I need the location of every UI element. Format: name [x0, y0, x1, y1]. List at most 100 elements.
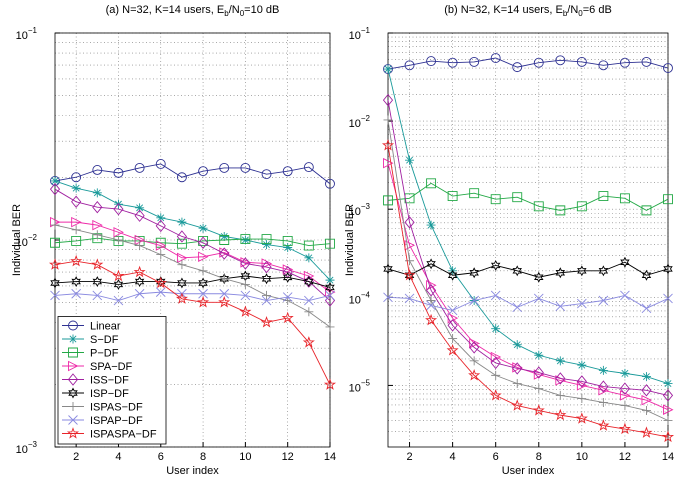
data-point [113, 235, 123, 245]
data-point [282, 292, 293, 302]
series-line [387, 57, 669, 70]
data-point [381, 139, 395, 151]
data-point [71, 276, 81, 288]
data-point [113, 227, 124, 238]
data-point [555, 356, 565, 366]
legend-label: ISPAP−DF [90, 415, 143, 427]
data-point [469, 356, 479, 366]
data-point [325, 281, 335, 293]
data-point [469, 295, 479, 306]
data-point [135, 203, 145, 213]
data-point [598, 365, 608, 375]
data-point [663, 63, 673, 74]
data-point [512, 265, 522, 277]
y-tick-exponent: −4 [361, 290, 371, 299]
y-tick-base: 10 [16, 30, 28, 42]
data-point [134, 162, 145, 173]
data-point [641, 303, 652, 314]
data-point [239, 305, 252, 317]
y-tick-exponent: −2 [361, 114, 371, 123]
y-axis-label: Individual BER [11, 204, 23, 276]
data-point [620, 290, 630, 301]
legend-marker [68, 334, 78, 344]
data-point [447, 57, 458, 68]
y-tick-exponent: −3 [361, 202, 371, 211]
y-tick-label: 10−5 [349, 378, 371, 394]
data-point [134, 276, 145, 288]
data-point [261, 234, 272, 245]
data-point [490, 290, 501, 301]
data-point [134, 209, 145, 222]
x-tick-label: 2 [406, 451, 412, 463]
data-point [240, 234, 251, 245]
data-point [640, 426, 653, 438]
data-point [219, 231, 229, 241]
data-point [197, 295, 210, 308]
x-tick-label: 2 [73, 451, 79, 463]
y-tick-base: 10 [16, 444, 28, 456]
legend-label: SPA−DF [90, 361, 133, 373]
data-point [282, 271, 293, 283]
data-point [469, 267, 479, 279]
data-point [383, 195, 393, 206]
data-point [135, 241, 145, 251]
x-tick-label: 14 [324, 451, 336, 463]
data-point [468, 369, 481, 381]
legend-marker [68, 415, 78, 425]
data-point [240, 257, 251, 268]
data-point [282, 166, 293, 177]
y-tick-exponent: −1 [361, 26, 371, 35]
data-point [404, 193, 415, 204]
data-point [155, 219, 166, 233]
series-line [387, 68, 669, 384]
data-point [92, 188, 102, 198]
data-point [489, 389, 502, 401]
data-point [50, 176, 60, 186]
data-point [534, 271, 544, 283]
data-point [446, 344, 459, 356]
data-point [219, 247, 230, 260]
data-point [663, 379, 673, 389]
data-point [240, 257, 251, 270]
data-point [404, 293, 415, 304]
legend-marker [67, 373, 79, 386]
series-line [55, 221, 331, 293]
data-point [534, 350, 544, 360]
data-point [405, 256, 415, 266]
legend-marker [68, 387, 78, 399]
data-point [113, 167, 124, 178]
y-tick-exponent: −5 [361, 378, 371, 387]
y-tick-base: 10 [349, 294, 361, 306]
data-point [576, 375, 587, 388]
data-point [92, 290, 103, 301]
axes-frame [387, 32, 669, 448]
data-point [404, 269, 415, 281]
data-point [619, 193, 630, 204]
data-point [447, 319, 458, 332]
data-point [91, 258, 104, 270]
x-tick-label: 4 [115, 451, 121, 463]
data-point [661, 430, 675, 443]
data-point [155, 240, 167, 251]
data-point [598, 265, 609, 277]
title-subscript: b [224, 9, 229, 18]
data-point [176, 252, 188, 264]
data-point [598, 380, 609, 393]
data-point [404, 60, 415, 71]
data-point [156, 213, 166, 223]
data-point [261, 295, 272, 306]
data-point [469, 341, 480, 354]
data-point [533, 366, 544, 379]
data-point [71, 183, 81, 193]
data-point [554, 408, 567, 421]
data-point [576, 380, 588, 391]
x-axis-label: User index [166, 465, 219, 477]
data-point [577, 394, 587, 404]
data-point [304, 295, 314, 306]
data-point [491, 370, 501, 380]
data-point [198, 277, 208, 289]
data-point [663, 404, 674, 415]
y-tick-exponent: −2 [28, 233, 38, 242]
data-point [555, 55, 566, 66]
data-point [383, 263, 393, 275]
